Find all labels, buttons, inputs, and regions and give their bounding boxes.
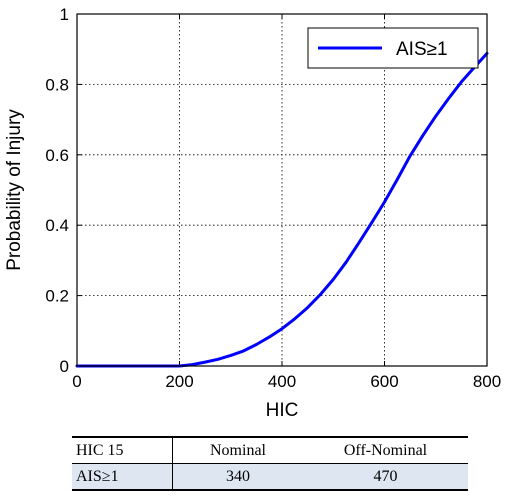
y-tick-label: 0.2 <box>45 287 69 306</box>
x-axis-title: HIC <box>266 400 299 421</box>
series-layer <box>75 51 489 368</box>
y-tick-label: 0 <box>60 357 69 376</box>
table-cell-nominal: 340 <box>226 467 250 485</box>
table-cell-off-nominal: 470 <box>373 467 398 485</box>
tick-labels: 0 200 400 600 800 0 0.2 0.4 0.6 0.8 1 <box>45 5 501 391</box>
table-row: AIS≥1 340 470 <box>72 463 468 490</box>
series-line-ais1 <box>75 51 489 368</box>
x-tick-label: 200 <box>165 372 193 391</box>
y-tick-label: 0.6 <box>45 146 69 165</box>
table-cell-level: AIS≥1 <box>72 463 173 490</box>
table-header-row: HIC 15 Nominal Off-Nominal <box>72 437 468 464</box>
grid-lines <box>77 14 487 366</box>
x-tick-label: 400 <box>268 372 296 391</box>
x-tick-label: 0 <box>72 372 81 391</box>
x-tick-label: 800 <box>473 372 501 391</box>
x-tick-label: 600 <box>370 372 398 391</box>
table-header-hic15: HIC 15 <box>72 437 173 464</box>
y-tick-label: 0.4 <box>45 216 69 235</box>
summary-table: HIC 15 Nominal Off-Nominal AIS≥1 340 470 <box>72 436 468 491</box>
y-tick-label: 0.8 <box>45 75 69 94</box>
y-tick-label: 1 <box>60 5 69 24</box>
table-header-nominal: Nominal <box>210 441 266 459</box>
injury-probability-chart: 0 200 400 600 800 0 0.2 0.4 0.6 0.8 1 AIS≥1 HIC Pr… <box>4 5 501 421</box>
legend: AIS≥1 <box>307 27 479 69</box>
table-header-off-nominal: Off-Nominal <box>343 441 428 459</box>
legend-label-ais1: AIS≥1 <box>396 39 448 60</box>
y-axis-title: Probability of Injury <box>4 109 25 271</box>
plot-frame <box>76 13 488 367</box>
